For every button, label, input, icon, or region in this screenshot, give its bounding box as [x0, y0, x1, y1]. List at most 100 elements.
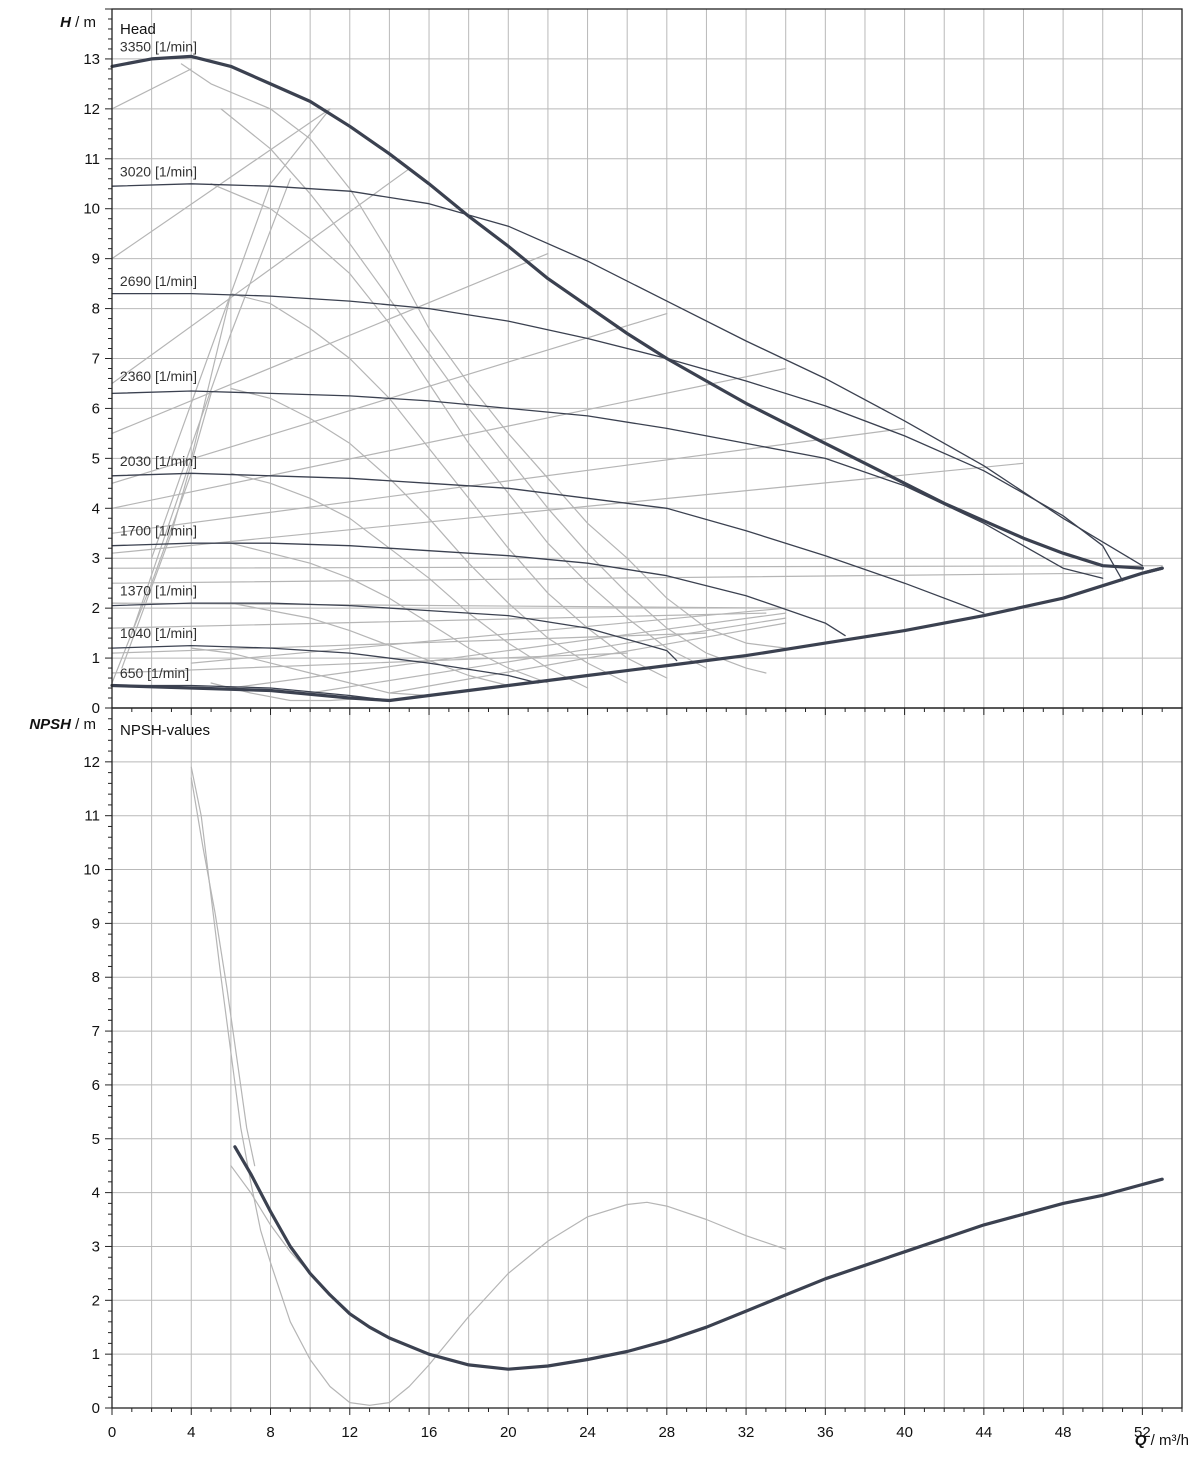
npsh-panel-title: NPSH-values: [120, 722, 210, 739]
chart-text: Head NPSH-values H / m NPSH / m Q / m³/h…: [29, 14, 1189, 1449]
x-tick-label: 24: [579, 1424, 596, 1441]
npsh-y-tick-label: 2: [92, 1292, 100, 1309]
dark-curves: [110, 54, 1164, 1371]
npsh-y-axis-symbol: NPSH: [29, 716, 72, 733]
light-curves: [111, 63, 1163, 1406]
npsh-y-tick-label: 1: [92, 1346, 100, 1363]
x-tick-label: 4: [187, 1424, 195, 1441]
head-guide-curve: [111, 427, 906, 534]
x-tick-label: 12: [341, 1424, 358, 1441]
head-guide-curve: [111, 602, 787, 609]
speed-label: 1370 [1/min]: [120, 583, 197, 599]
head-y-tick-label: 0: [92, 700, 100, 717]
head-y-tick-label: 3: [92, 550, 100, 567]
npsh-y-tick-label: 0: [92, 1400, 100, 1417]
head-guide-curve: [180, 63, 787, 649]
head-guide-curve: [121, 392, 212, 669]
x-tick-label: 32: [738, 1424, 755, 1441]
npsh-y-tick-label: 12: [83, 754, 100, 771]
x-tick-label: 36: [817, 1424, 834, 1441]
head-guide-curve: [111, 68, 192, 110]
npsh-y-tick-label: 8: [92, 969, 100, 986]
speed-label: 3350 [1/min]: [120, 38, 197, 54]
head-guide-curve: [230, 387, 628, 684]
head-guide-curve: [111, 572, 1104, 584]
head-guide-curve: [111, 612, 767, 629]
head-y-tick-label: 4: [92, 500, 100, 517]
head-envelope-curve: [1144, 566, 1164, 574]
npsh-y-axis-unit: / m: [71, 716, 96, 733]
head-y-tick-label: 9: [92, 251, 100, 268]
head-guide-curve: [111, 472, 192, 684]
head-guide-curve: [309, 617, 787, 694]
x-axis-label: Q / m³/h: [1135, 1432, 1189, 1449]
axis-ticks: [105, 8, 1183, 1415]
head-guide-curve: [388, 622, 787, 694]
head-guide-curve: [230, 612, 787, 689]
head-guide-curve: [220, 108, 767, 674]
npsh-frame: [111, 707, 1183, 1409]
x-tick-label: 52: [1134, 1424, 1151, 1441]
head-y-tick-label: 11: [84, 151, 100, 168]
head-y-axis-symbol: H: [60, 14, 72, 31]
head-speed-curve: [111, 602, 678, 662]
head-guide-curve: [111, 108, 331, 260]
x-tick-label: 40: [896, 1424, 913, 1441]
speed-label: 2030 [1/min]: [120, 453, 197, 469]
head-guide-curve: [210, 183, 707, 669]
head-speed-curve: [111, 542, 846, 637]
head-speed-curve: [111, 684, 391, 702]
head-y-tick-label: 12: [83, 101, 100, 118]
npsh-y-tick-label: 7: [92, 1023, 100, 1040]
speed-label: 650 [1/min]: [120, 665, 189, 681]
head-panel-title: Head: [120, 21, 156, 38]
npsh-y-axis-label: NPSH / m: [29, 716, 96, 733]
head-y-tick-label: 13: [83, 51, 100, 68]
npsh-y-tick-label: 3: [92, 1238, 100, 1255]
head-speed-curve: [111, 472, 985, 614]
head-guide-curve: [111, 565, 1163, 569]
head-y-tick-label: 1: [92, 650, 100, 667]
speed-label: 1040 [1/min]: [120, 625, 197, 641]
x-tick-label: 8: [266, 1424, 274, 1441]
head-y-tick-label: 10: [83, 201, 100, 218]
x-axis-symbol: Q: [1135, 1432, 1147, 1449]
head-y-tick-label: 2: [92, 600, 100, 617]
head-y-tick-label: 5: [92, 450, 100, 467]
npsh-y-tick-label: 5: [92, 1131, 100, 1148]
head-speed-curve: [111, 183, 1144, 567]
x-tick-label: 28: [658, 1424, 675, 1441]
head-guide-curve: [230, 542, 549, 684]
head-guide-curve: [151, 178, 291, 559]
head-guide-curve: [230, 293, 668, 679]
npsh-y-tick-label: 6: [92, 1077, 100, 1094]
head-y-axis-unit: / m: [71, 14, 96, 31]
x-tick-label: 48: [1055, 1424, 1072, 1441]
head-guide-curve: [190, 607, 787, 664]
npsh-npsh-curve: [233, 1145, 1164, 1371]
speed-label: 3020 [1/min]: [120, 163, 197, 179]
head-y-tick-label: 8: [92, 301, 100, 318]
head-guide-curve: [230, 602, 509, 687]
npsh-y-tick-label: 4: [92, 1185, 100, 1202]
head-envelope-curve: [110, 566, 1164, 703]
head-guide-curve: [230, 472, 589, 689]
head-speed-curve: [111, 644, 539, 684]
head-speed-curve: [111, 390, 1104, 579]
x-tick-label: 16: [421, 1424, 438, 1441]
x-axis-unit: / m³/h: [1146, 1432, 1189, 1449]
x-tick-label: 44: [976, 1424, 993, 1441]
npsh-y-tick-label: 11: [84, 808, 100, 825]
head-guide-curve: [111, 367, 787, 509]
head-guide-curve: [111, 462, 1025, 554]
head-guide-curve: [131, 293, 232, 634]
x-tick-label: 0: [108, 1424, 116, 1441]
head-y-tick-label: 6: [92, 400, 100, 417]
npsh-y-tick-label: 10: [83, 862, 100, 879]
head-guide-curve: [170, 108, 331, 459]
x-tick-label: 20: [500, 1424, 517, 1441]
head-guide-curve: [111, 253, 549, 434]
npsh-guide-curve: [190, 777, 256, 1167]
